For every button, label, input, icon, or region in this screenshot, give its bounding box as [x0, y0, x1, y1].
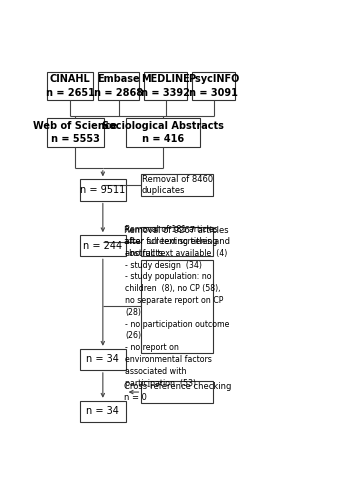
FancyBboxPatch shape: [142, 382, 213, 402]
FancyBboxPatch shape: [80, 235, 126, 256]
FancyBboxPatch shape: [142, 174, 213, 196]
Text: Removal of 8460
duplicates: Removal of 8460 duplicates: [142, 174, 213, 196]
FancyBboxPatch shape: [47, 118, 103, 146]
Text: Web of Science
n = 5553: Web of Science n = 5553: [33, 120, 118, 144]
FancyBboxPatch shape: [80, 349, 126, 370]
Text: CINAHL
n = 2651: CINAHL n = 2651: [46, 74, 95, 98]
Text: n = 34: n = 34: [86, 406, 119, 416]
Text: n = 244: n = 244: [83, 241, 122, 251]
FancyBboxPatch shape: [142, 260, 213, 352]
Text: n = 9511: n = 9511: [80, 185, 125, 195]
Text: n = 34: n = 34: [86, 354, 119, 364]
FancyBboxPatch shape: [47, 72, 93, 101]
Text: Sociological Abstracts
n = 416: Sociological Abstracts n = 416: [102, 120, 224, 144]
FancyBboxPatch shape: [80, 180, 126, 201]
Text: MEDLINE
n = 3392: MEDLINE n = 3392: [141, 74, 190, 98]
Text: Removal of 181 articles
after full text screening
- no full text available  (4)
: Removal of 181 articles after full text …: [125, 225, 229, 388]
FancyBboxPatch shape: [192, 72, 235, 101]
FancyBboxPatch shape: [80, 400, 126, 422]
FancyBboxPatch shape: [142, 228, 213, 256]
Text: PsycINFO
n = 3091: PsycINFO n = 3091: [188, 74, 240, 98]
FancyBboxPatch shape: [144, 72, 187, 101]
FancyBboxPatch shape: [126, 118, 200, 146]
FancyBboxPatch shape: [98, 72, 139, 101]
Text: Cross-reference checking
n = 0: Cross-reference checking n = 0: [124, 382, 231, 402]
Text: Removal of 9267 articles
after screening titles and
abstracts: Removal of 9267 articles after screening…: [124, 226, 230, 258]
Text: Embase
n = 2868: Embase n = 2868: [94, 74, 143, 98]
